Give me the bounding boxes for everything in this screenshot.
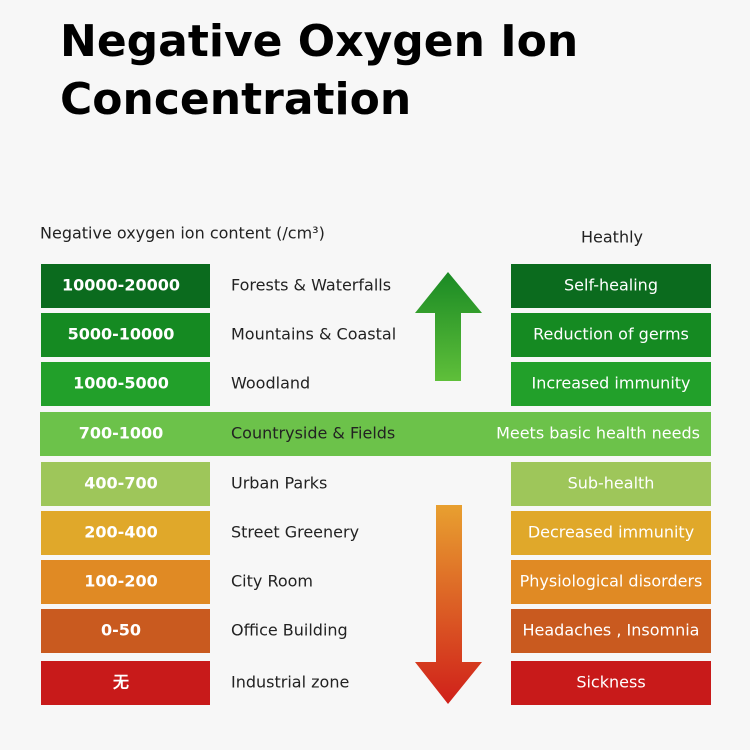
place-label: City Room [231, 572, 313, 591]
health-label: Reduction of germs [533, 325, 689, 344]
range-label: 100-200 [84, 572, 157, 591]
range-box [41, 511, 210, 555]
title-line: Negative Oxygen Ion [60, 16, 578, 67]
health-box [511, 462, 711, 506]
range-box [41, 313, 210, 357]
range-box [41, 362, 210, 406]
range-label: 无 [112, 673, 129, 692]
right-header: Heathly [581, 228, 643, 247]
health-box [511, 609, 711, 653]
range-box [41, 462, 210, 506]
health-box [511, 313, 711, 357]
health-box [511, 362, 711, 406]
place-label: Forests & Waterfalls [231, 276, 391, 295]
range-label: 1000-5000 [73, 374, 169, 393]
place-label: Industrial zone [231, 673, 349, 692]
title-line: Concentration [60, 74, 411, 125]
range-box [41, 264, 210, 308]
health-label: Decreased immunity [528, 523, 694, 542]
range-label: 0-50 [101, 621, 141, 640]
range-box [41, 609, 210, 653]
health-box [511, 511, 711, 555]
health-box [511, 661, 711, 705]
place-label: Street Greenery [231, 523, 359, 542]
health-label: Increased immunity [531, 374, 690, 393]
range-label: 10000-20000 [62, 276, 180, 295]
range-box [41, 661, 210, 705]
place-label: Woodland [231, 374, 310, 393]
place-label: Urban Parks [231, 474, 327, 493]
health-box [511, 264, 711, 308]
left-header: Negative oxygen ion content (/cm³) [40, 224, 325, 243]
health-label: Sickness [576, 673, 645, 692]
down-arrow [415, 505, 482, 704]
place-label: Countryside & Fields [231, 424, 395, 443]
range-label: 5000-10000 [68, 325, 175, 344]
health-label: Meets basic health needs [496, 424, 700, 443]
health-label: Headaches , Insomnia [523, 621, 700, 640]
health-box [511, 560, 711, 604]
range-label: 200-400 [84, 523, 157, 542]
rows: 10000-20000 Forests & Waterfalls Self-heal… [40, 264, 711, 705]
range-box [41, 560, 210, 604]
up-arrow [415, 272, 482, 381]
health-label: Self-healing [564, 276, 658, 295]
place-label: Mountains & Coastal [231, 325, 396, 344]
health-label: Physiological disorders [520, 572, 703, 591]
range-label: 700-1000 [79, 424, 164, 443]
highlight-band [40, 412, 711, 456]
health-label: Sub-health [568, 474, 655, 493]
place-label: Office Building [231, 621, 348, 640]
range-label: 400-700 [84, 474, 157, 493]
